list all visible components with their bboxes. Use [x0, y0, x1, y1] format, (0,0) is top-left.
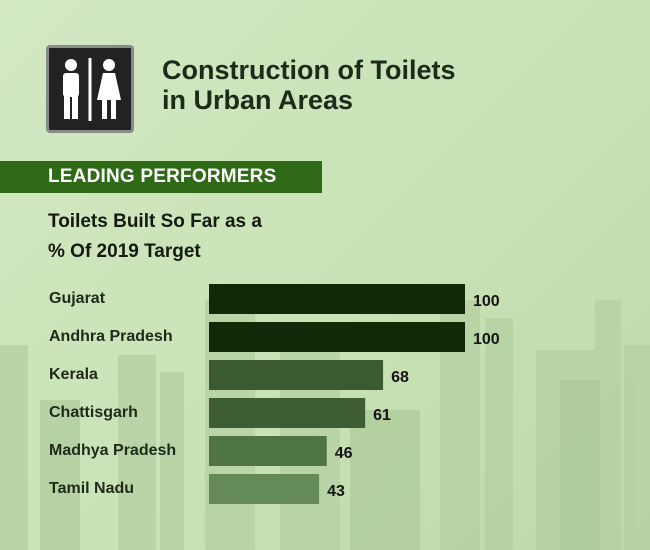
data-label: 100: [473, 293, 500, 310]
data-label: 68: [391, 369, 409, 386]
chart-subtitle: Toilets Built So Far as a % Of 2019 Targ…: [48, 207, 262, 267]
category-label: Kerala: [49, 366, 98, 383]
category-label: Tamil Nadu: [49, 480, 134, 497]
bar: [209, 398, 366, 428]
bar: [209, 284, 465, 314]
bar: [209, 322, 465, 352]
restroom-icon: [46, 45, 134, 133]
data-label: 46: [335, 445, 353, 462]
subtitle-line-2: % Of 2019 Target: [48, 241, 201, 262]
data-label: 100: [473, 331, 500, 348]
bar: [209, 474, 320, 504]
data-label: 43: [327, 483, 345, 500]
data-label: 61: [373, 407, 391, 424]
title-line-2: in Urban Areas: [162, 85, 354, 115]
subtitle-line-1: Toilets Built So Far as a: [48, 211, 262, 232]
bar: [209, 436, 327, 466]
bar-chart: Gujarat 100 Andhra Pradesh 100 Kerala 68 Chatt…: [49, 284, 500, 504]
category-label: Chattisgarh: [49, 404, 138, 421]
page-title: Construction of Toilets in Urban Areas: [162, 55, 455, 115]
leading-performers-banner: LEADING PERFORMERS: [0, 161, 322, 193]
category-label: Madhya Pradesh: [49, 442, 176, 459]
category-label: Gujarat: [49, 290, 106, 307]
bar: [209, 360, 384, 390]
title-line-1: Construction of Toilets: [162, 55, 456, 85]
category-label: Andhra Pradesh: [49, 328, 173, 345]
